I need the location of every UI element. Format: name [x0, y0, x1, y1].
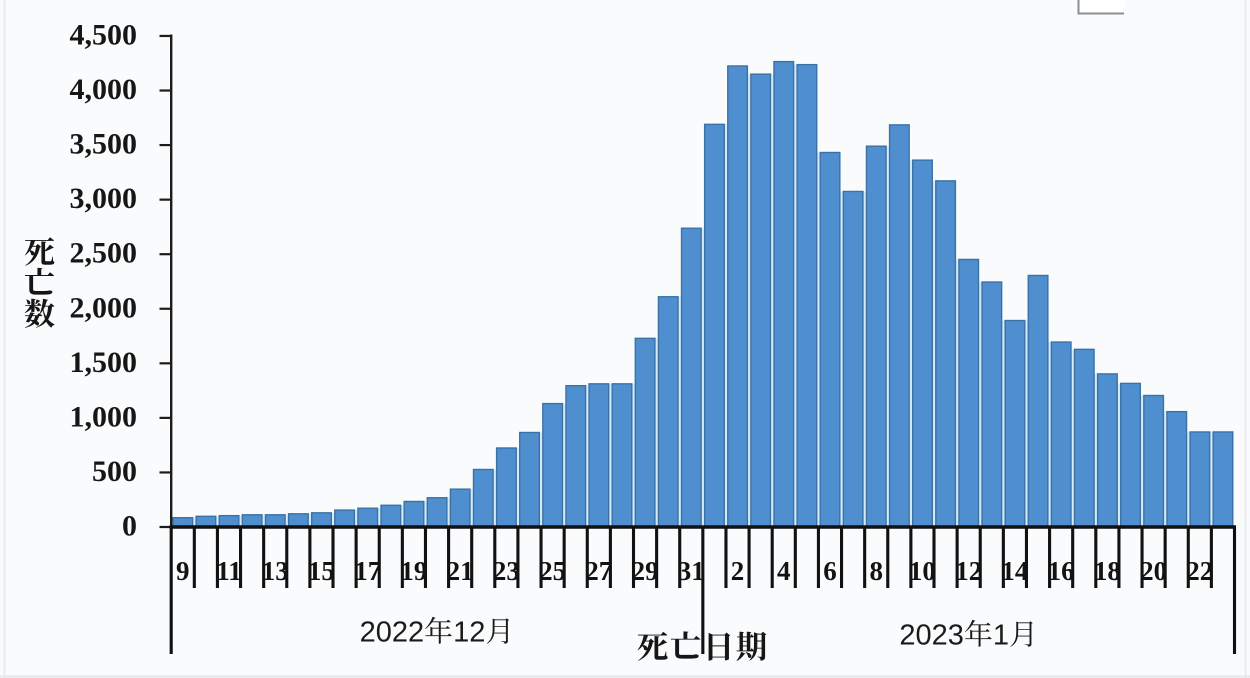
svg-text:22: 22 [1186, 556, 1213, 586]
svg-text:10: 10 [909, 556, 936, 586]
svg-text:13: 13 [262, 556, 289, 586]
svg-text:31: 31 [678, 556, 705, 586]
svg-text:11: 11 [216, 556, 242, 586]
svg-text:1: 1 [993, 620, 1009, 652]
svg-text:19: 19 [400, 556, 427, 586]
svg-text:1,500: 1,500 [70, 346, 138, 379]
svg-text:2: 2 [731, 556, 745, 586]
svg-text:12: 12 [453, 617, 485, 649]
svg-text:4,000: 4,000 [70, 73, 138, 106]
svg-text:500: 500 [92, 455, 137, 488]
svg-text:3,500: 3,500 [70, 128, 138, 161]
svg-text:12: 12 [955, 556, 982, 586]
svg-text:15: 15 [308, 556, 335, 586]
svg-text:6: 6 [823, 556, 837, 586]
svg-text:4,500: 4,500 [70, 19, 138, 52]
svg-text:9: 9 [176, 556, 190, 586]
svg-text:4: 4 [777, 556, 791, 586]
svg-text:2,000: 2,000 [70, 291, 138, 324]
svg-text:8: 8 [869, 556, 883, 586]
svg-text:29: 29 [632, 556, 659, 586]
svg-text:3,000: 3,000 [70, 182, 138, 215]
svg-text:23: 23 [493, 556, 520, 586]
svg-text:27: 27 [585, 556, 612, 586]
svg-text:20: 20 [1140, 556, 1167, 586]
svg-text:18: 18 [1094, 556, 1121, 586]
svg-text:17: 17 [354, 556, 381, 586]
svg-text:16: 16 [1048, 556, 1075, 586]
svg-text:14: 14 [1001, 556, 1028, 586]
svg-text:2,500: 2,500 [70, 237, 138, 270]
svg-text:0: 0 [122, 510, 137, 543]
svg-text:2022: 2022 [360, 617, 425, 649]
svg-text:1,000: 1,000 [70, 400, 138, 433]
svg-text:2023: 2023 [899, 620, 964, 652]
svg-text:25: 25 [539, 556, 566, 586]
svg-text:21: 21 [447, 556, 474, 586]
